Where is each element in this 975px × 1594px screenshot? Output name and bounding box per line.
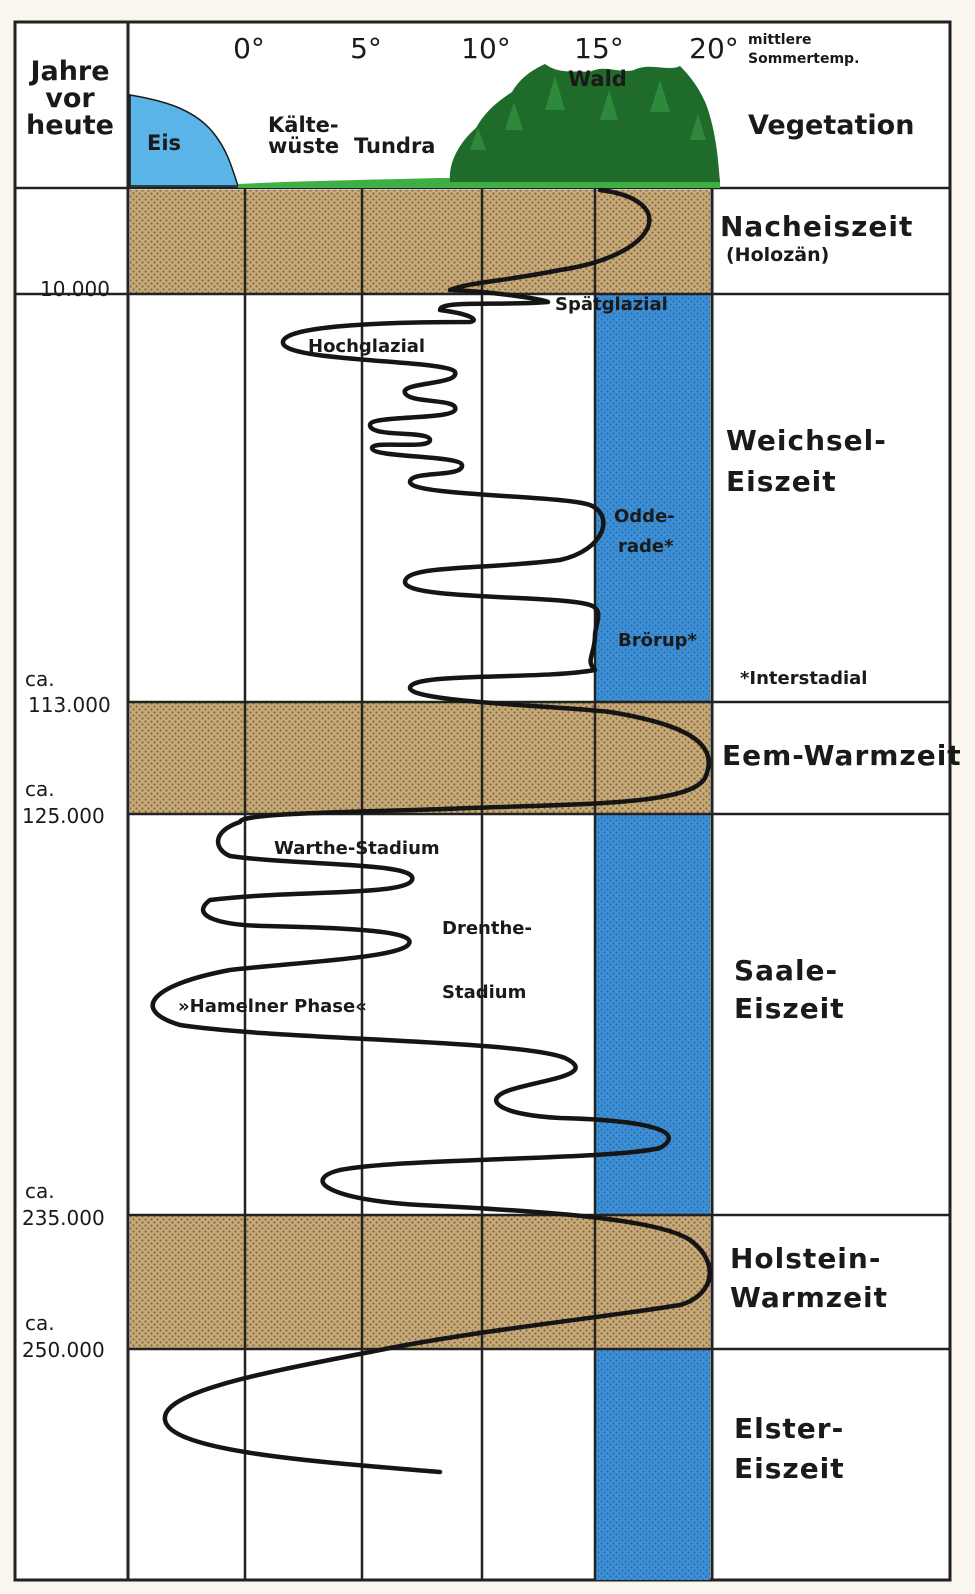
temp-tick-20: 20° (689, 32, 739, 65)
temp-tick-5: 5° (350, 32, 382, 65)
label-warthe-stadium: Warthe-Stadium (274, 838, 440, 859)
epoch-saale-line1: Saale- (734, 954, 838, 987)
label-drenthe-line2: Stadium (442, 982, 526, 1003)
temp-unit-line1: mittlere (748, 32, 811, 48)
veg-ice-label: Eis (147, 131, 181, 155)
band-eem-warmzeit (130, 702, 710, 814)
time-marker-235000-prefix: ca. (25, 1179, 55, 1203)
epoch-holstein-line2: Warmzeit (730, 1281, 888, 1314)
label-odderade-line1: Odde- (614, 506, 675, 527)
time-marker-10000: 10.000 (40, 277, 110, 301)
temperature-curve (150, 187, 712, 1475)
label-spaetglazial: Spätglazial (555, 294, 668, 315)
time-marker-125000-prefix: ca. (25, 777, 55, 801)
label-odderade-line2: rade* (618, 536, 674, 557)
epoch-elster-line2: Eiszeit (734, 1452, 845, 1485)
label-interstadial-note: *Interstadial (740, 668, 867, 689)
time-marker-235000: 235.000 (22, 1206, 105, 1230)
time-marker-113000-prefix: ca. (25, 667, 55, 691)
epoch-eem-warmzeit: Eem-Warmzeit (722, 739, 962, 772)
temp-tick-10: 10° (461, 32, 511, 65)
band-holstein-warmzeit (130, 1215, 710, 1349)
ice-shape (129, 94, 240, 187)
veg-cold-desert-line1: Kälte- (268, 113, 339, 137)
epoch-nacheiszeit-sub: (Holozän) (726, 244, 829, 266)
band-nacheiszeit (130, 190, 710, 294)
label-drenthe-line1: Drenthe- (442, 918, 532, 939)
temp-tick-15: 15° (574, 32, 624, 65)
label-broerup: Brörup* (618, 630, 698, 651)
temp-unit-line2: Sommertemp. (748, 51, 859, 67)
time-marker-250000-prefix: ca. (25, 1311, 55, 1335)
epoch-saale-line2: Eiszeit (734, 992, 845, 1025)
warm-zone-weichsel (595, 294, 710, 702)
epoch-elster-line1: Elster- (734, 1412, 844, 1445)
veg-tundra-label: Tundra (354, 134, 435, 158)
warm-zone-elster (595, 1349, 710, 1580)
label-hochglazial: Hochglazial (308, 336, 425, 357)
veg-forest-label: Wald (568, 67, 627, 91)
vegetation-illustration (129, 64, 720, 188)
temp-tick-0: 0° (233, 32, 265, 65)
years-label-line2: vor (45, 83, 95, 114)
years-label-line3: heute (26, 110, 114, 141)
epoch-holstein-line1: Holstein- (730, 1242, 881, 1275)
row-separators (15, 186, 950, 1351)
time-marker-125000: 125.000 (22, 804, 105, 828)
vegetation-title: Vegetation (748, 110, 914, 141)
veg-cold-desert-line2: wüste (268, 134, 339, 158)
epoch-nacheiszeit: Nacheiszeit (720, 210, 913, 243)
years-label-line1: Jahre (28, 56, 109, 87)
time-marker-250000: 250.000 (22, 1338, 105, 1362)
time-marker-113000: 113.000 (28, 693, 111, 717)
label-hamelner-phase: »Hamelner Phase« (178, 996, 367, 1017)
epoch-weichsel-line1: Weichsel- (726, 424, 887, 457)
forest-shape (449, 64, 720, 182)
epoch-weichsel-line2: Eiszeit (726, 465, 837, 498)
